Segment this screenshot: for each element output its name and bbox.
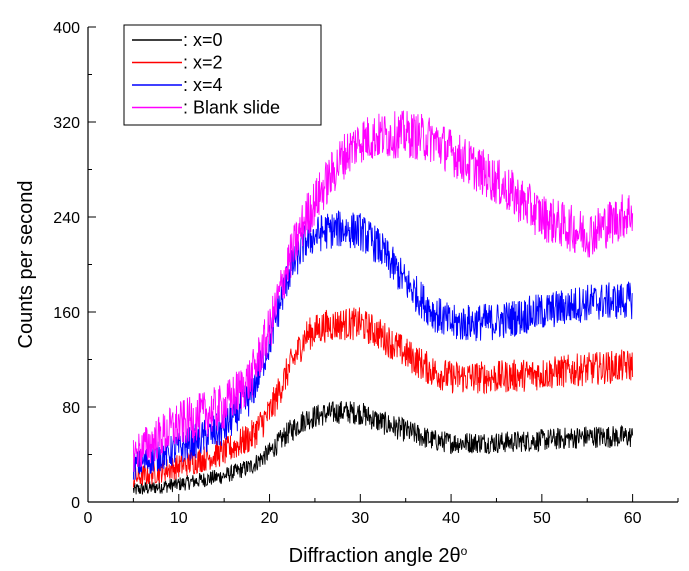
y-tick-label: 0 bbox=[71, 495, 80, 512]
axes: 0 10 20 30 40 50 60 0 80 160 240 320 400 bbox=[53, 20, 679, 527]
series-line-3 bbox=[132, 110, 634, 472]
y-tick-label: 160 bbox=[53, 305, 80, 322]
x-tick-label: 0 bbox=[84, 510, 93, 527]
x-axis-title: Diffraction angle 2θo bbox=[289, 544, 468, 567]
x-axis-title-text: Diffraction angle 2θ bbox=[289, 545, 461, 567]
x-tick-label: 30 bbox=[351, 510, 369, 527]
legend-label-2: : x=4 bbox=[183, 75, 223, 95]
y-tick-label: 400 bbox=[53, 20, 80, 37]
legend: : x=0 : x=2: x=4 : Blank slide bbox=[123, 24, 322, 126]
x-tick-label: 50 bbox=[533, 510, 551, 527]
series-line-0 bbox=[132, 400, 634, 495]
y-tick-label: 320 bbox=[53, 115, 80, 132]
y-tick-label: 80 bbox=[62, 400, 80, 417]
x-tick-label: 20 bbox=[261, 510, 279, 527]
plot-area bbox=[132, 110, 634, 495]
x-tick-label: 10 bbox=[170, 510, 188, 527]
series-line-1 bbox=[132, 307, 634, 488]
legend-label-1: : x=2 bbox=[183, 53, 223, 73]
legend-label-0: : x=0 bbox=[183, 30, 223, 50]
x-axis-title-superscript: o bbox=[461, 544, 468, 558]
y-axis-title: Counts per second bbox=[15, 181, 37, 349]
legend-label-3: : Blank slide bbox=[183, 98, 280, 118]
x-tick-label: 60 bbox=[624, 510, 642, 527]
x-tick-label: 40 bbox=[442, 510, 460, 527]
legend-box bbox=[123, 24, 322, 126]
y-tick-label: 240 bbox=[53, 210, 80, 227]
